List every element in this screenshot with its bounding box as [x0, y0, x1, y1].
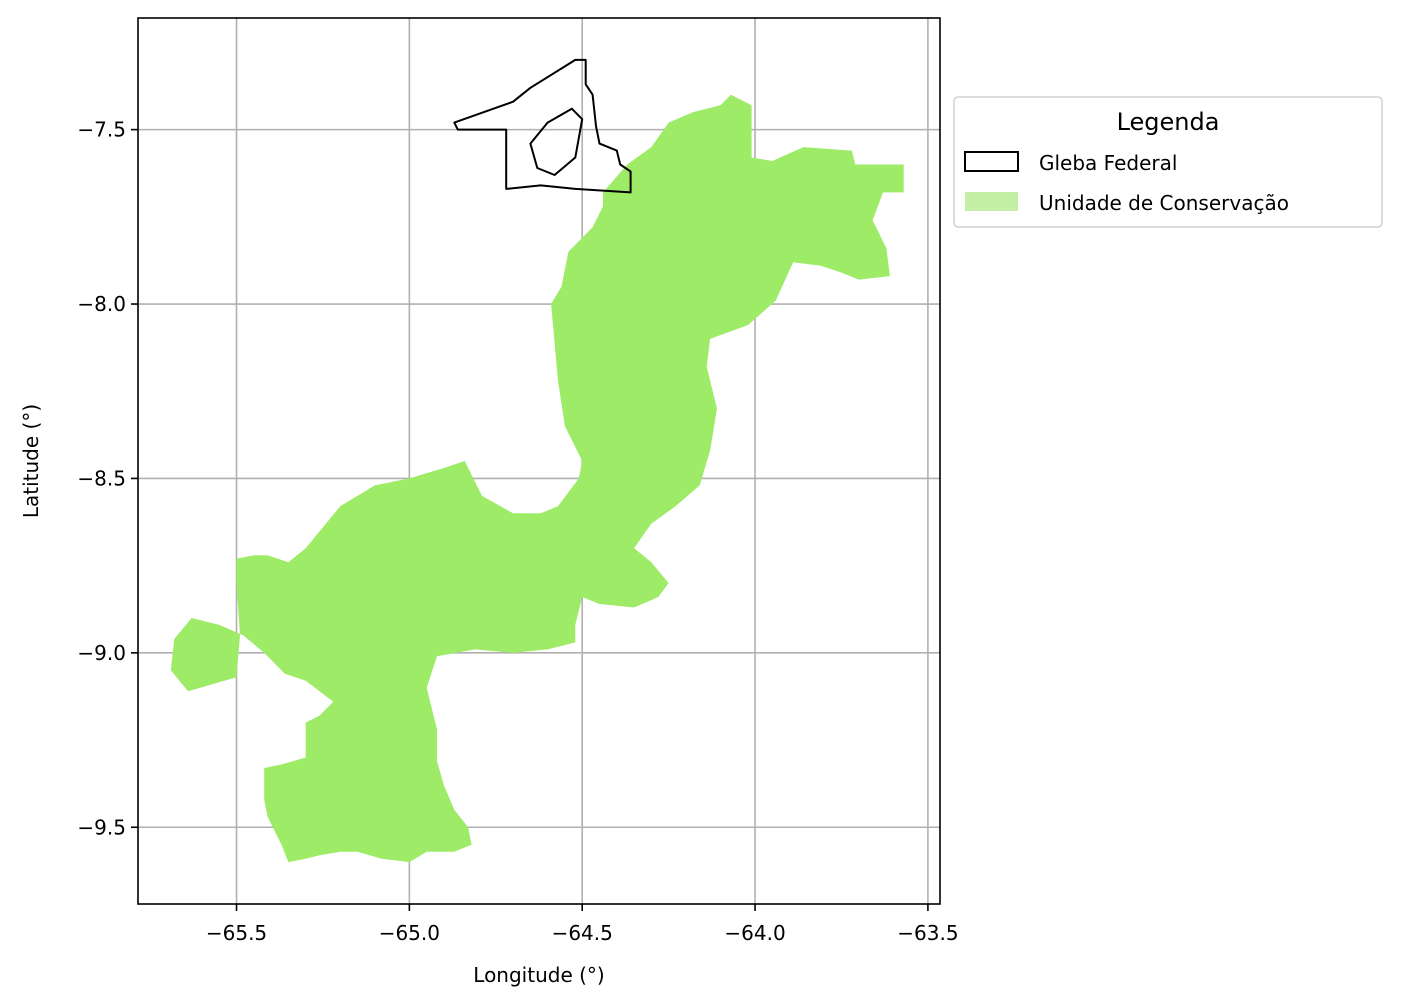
axes-frame — [137, 17, 941, 905]
conservation-unit-layer — [170, 94, 904, 863]
x-tick-label: −65.5 — [206, 921, 267, 945]
y-tick-label: −8.5 — [77, 466, 126, 490]
federal-land-polygon — [453, 58, 632, 194]
y-axis-ticks: −7.5 −8.0 −8.5 −9.0 −9.5 — [77, 118, 138, 839]
x-tick-label: −64.0 — [724, 921, 785, 945]
y-tick-label: −7.5 — [77, 118, 126, 142]
federal-land-polygon — [529, 107, 584, 176]
legend-title: Legenda — [1117, 108, 1220, 136]
federal-land-layer — [453, 58, 632, 194]
legend-swatch-gleba — [964, 151, 1019, 172]
legend-label-gleba: Gleba Federal — [1039, 151, 1177, 175]
y-tick-label: −8.0 — [77, 292, 126, 316]
y-tick-label: −9.0 — [77, 641, 126, 665]
legend-frame — [953, 96, 1383, 228]
legend-swatch-conservation — [965, 192, 1018, 211]
conservation-unit-polygon — [170, 94, 904, 863]
x-axis-title: Longitude (°) — [473, 963, 604, 987]
x-axis-ticks: −65.5 −65.0 −64.5 −64.0 −63.5 — [206, 904, 959, 945]
x-tick-label: −65.0 — [379, 921, 440, 945]
legend-label-conservation: Unidade de Conservação — [1039, 191, 1289, 215]
x-tick-label: −63.5 — [897, 921, 958, 945]
legend: Legenda Gleba Federal Unidade de Conserv… — [953, 96, 1383, 228]
y-tick-label: −9.5 — [77, 815, 126, 839]
x-tick-label: −64.5 — [552, 921, 613, 945]
y-axis-title: Latitude (°) — [19, 404, 43, 518]
